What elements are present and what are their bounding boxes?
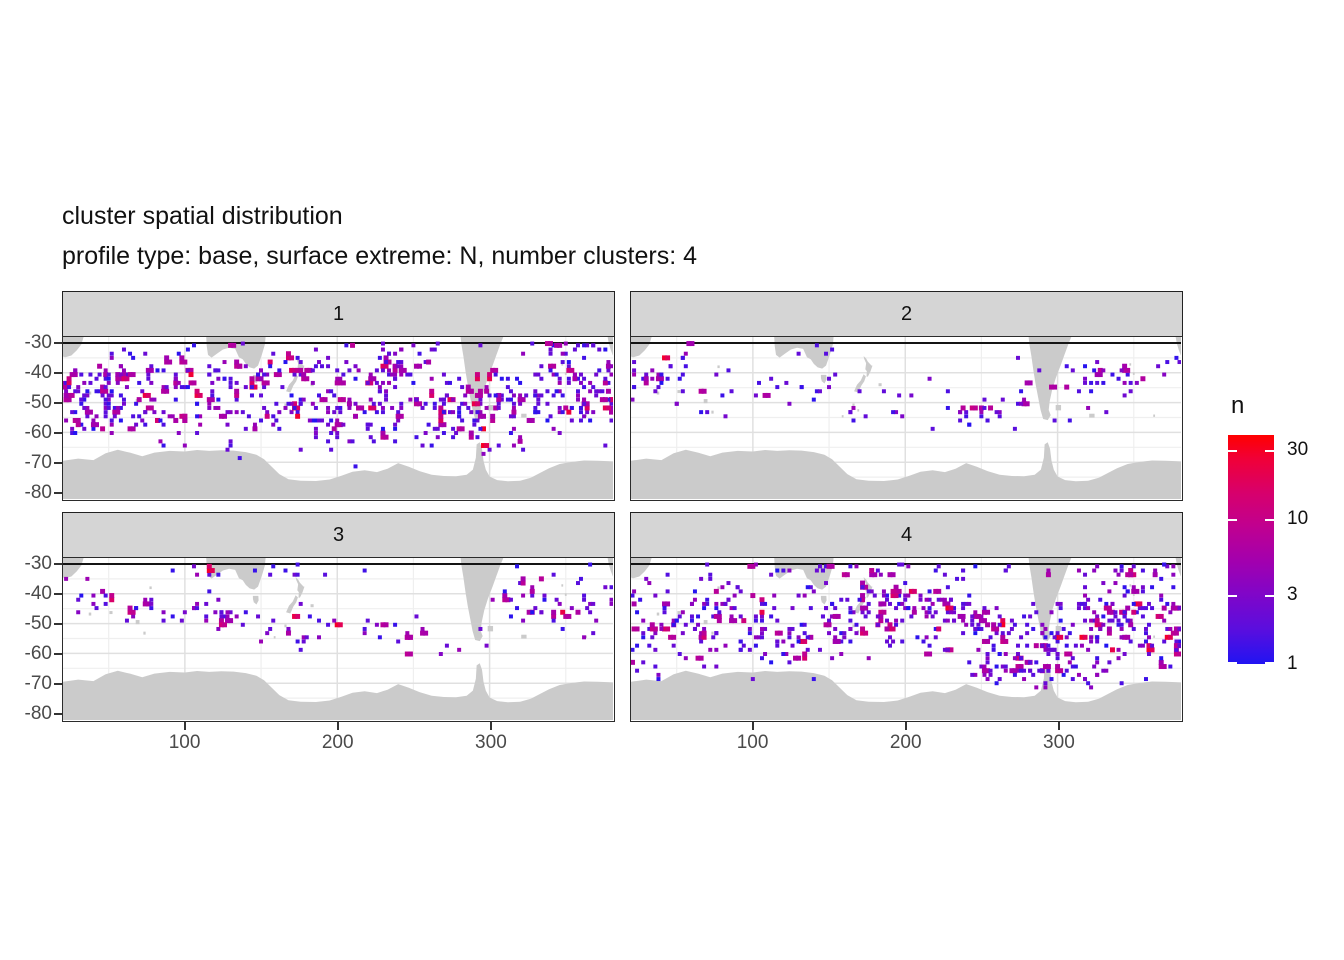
map-svg	[63, 337, 613, 499]
y-axis-tick	[54, 372, 62, 374]
x-axis-label: 100	[168, 732, 201, 753]
y-axis-label: -40	[24, 362, 52, 383]
map-svg	[63, 558, 613, 720]
x-axis-label: 200	[321, 732, 354, 753]
y-axis-tick	[54, 563, 62, 565]
plot-subtitle: profile type: base, surface extreme: N, …	[62, 242, 697, 270]
facet-strip-label: 2	[900, 302, 913, 325]
facet-strip-label: 1	[332, 302, 345, 325]
y-axis-tick	[54, 593, 62, 595]
map-panel-1	[62, 336, 615, 501]
x-axis-tick	[1057, 722, 1060, 730]
x-axis-label: 300	[1043, 732, 1075, 753]
legend-tick-right	[1265, 594, 1274, 597]
x-axis-tick	[751, 722, 754, 730]
x-axis-label: 100	[736, 732, 769, 753]
plot-title: cluster spatial distribution	[62, 202, 343, 230]
x-axis-tick	[183, 722, 186, 730]
legend-tick-left	[1228, 662, 1237, 664]
y-axis-label: -40	[24, 583, 52, 604]
x-axis-tick	[904, 722, 907, 730]
y-axis-label: -70	[24, 673, 52, 694]
facet-strip: 1	[62, 291, 615, 337]
legend-tick-label: 30	[1287, 438, 1309, 460]
y-axis-tick	[54, 402, 62, 404]
y-axis-label: -70	[24, 452, 52, 473]
y-axis-label: -30	[24, 553, 52, 574]
y-axis-label: -60	[24, 422, 52, 443]
y-axis-tick	[54, 713, 62, 715]
map-panel-2	[630, 336, 1183, 501]
y-axis-tick	[54, 342, 62, 344]
legend-tick-left	[1228, 449, 1237, 452]
legend-tick-label: 10	[1287, 508, 1309, 530]
legend-colorbar	[1228, 435, 1274, 664]
x-axis-tick	[489, 722, 492, 730]
y-axis-tick	[54, 683, 62, 685]
legend-tick-label: 3	[1287, 583, 1298, 605]
x-axis-label: 300	[475, 732, 507, 753]
y-axis-tick	[54, 462, 62, 464]
x-axis-label: 200	[889, 732, 922, 753]
y-axis-label: -50	[24, 613, 52, 634]
facet-strip: 3	[62, 512, 615, 558]
y-axis-tick	[54, 432, 62, 434]
y-axis-label: -30	[24, 332, 52, 353]
map-svg	[631, 558, 1181, 720]
y-axis-label: -50	[24, 392, 52, 413]
facet-strip: 4	[630, 512, 1183, 558]
legend-tick-right	[1265, 662, 1274, 664]
x-axis-tick	[336, 722, 339, 730]
y-axis-tick	[54, 623, 62, 625]
facet-strip-label: 3	[332, 523, 345, 546]
facet-strip: 2	[630, 291, 1183, 337]
map-svg	[631, 337, 1181, 499]
facet-strip-label: 4	[900, 523, 913, 546]
map-panel-4	[630, 557, 1183, 722]
y-axis-label: -60	[24, 643, 52, 664]
legend-tick-left	[1228, 519, 1237, 522]
legend-tick-right	[1265, 519, 1274, 522]
y-axis-label: -80	[24, 482, 52, 503]
legend-tick-label: 1	[1287, 653, 1298, 674]
y-axis-tick	[54, 653, 62, 655]
legend-title: n	[1231, 392, 1245, 419]
y-axis-label: -80	[24, 703, 52, 724]
legend-tick-right	[1265, 449, 1274, 452]
map-panel-3	[62, 557, 615, 722]
y-axis-tick	[54, 492, 62, 494]
legend-tick-left	[1228, 594, 1237, 597]
